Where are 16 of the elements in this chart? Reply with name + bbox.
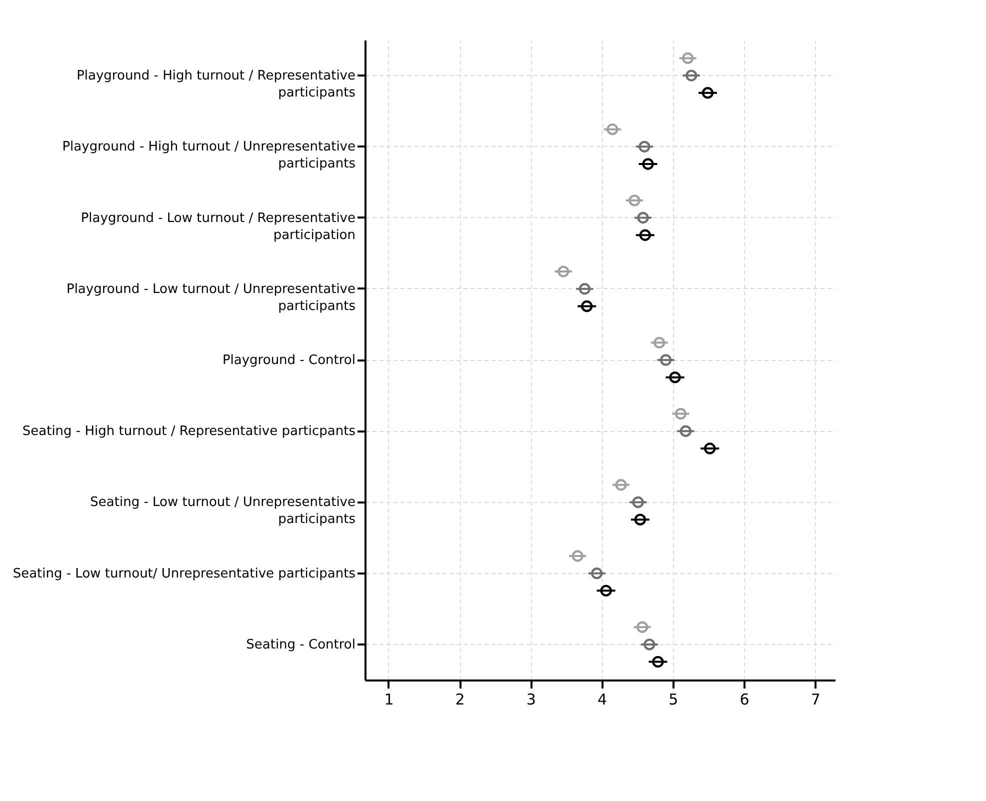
y-tick-label: Playground - Control <box>222 353 356 368</box>
y-tick-label: Playground - Low turnout / Representative participation <box>80 210 356 243</box>
x-tick-label: 7 <box>810 690 820 708</box>
x-tick-label: 3 <box>526 690 536 708</box>
x-tick-label: 5 <box>668 690 678 708</box>
y-tick-label: Seating - Low turnout / Unrepresentative participants <box>90 495 356 528</box>
x-tick-label: 6 <box>740 690 750 708</box>
x-tick-label: 4 <box>598 690 608 708</box>
x-tick-label: 1 <box>384 690 394 708</box>
x-tick-label: 2 <box>455 690 465 708</box>
y-tick-label: Seating - Low turnout/ Unrepresentative participants <box>12 566 356 582</box>
y-tick-label: Seating - High turnout / Representative particpants <box>22 424 356 440</box>
y-tick-label: Playground - Low turnout / Unrepresentative participants <box>66 282 356 314</box>
y-tick-label: Seating - Control <box>246 637 356 652</box>
y-tick-label: Playground - High turnout / Unrepresentative participants <box>62 140 356 172</box>
y-tick-label: Playground - High turnout / Representative participants <box>76 68 356 101</box>
